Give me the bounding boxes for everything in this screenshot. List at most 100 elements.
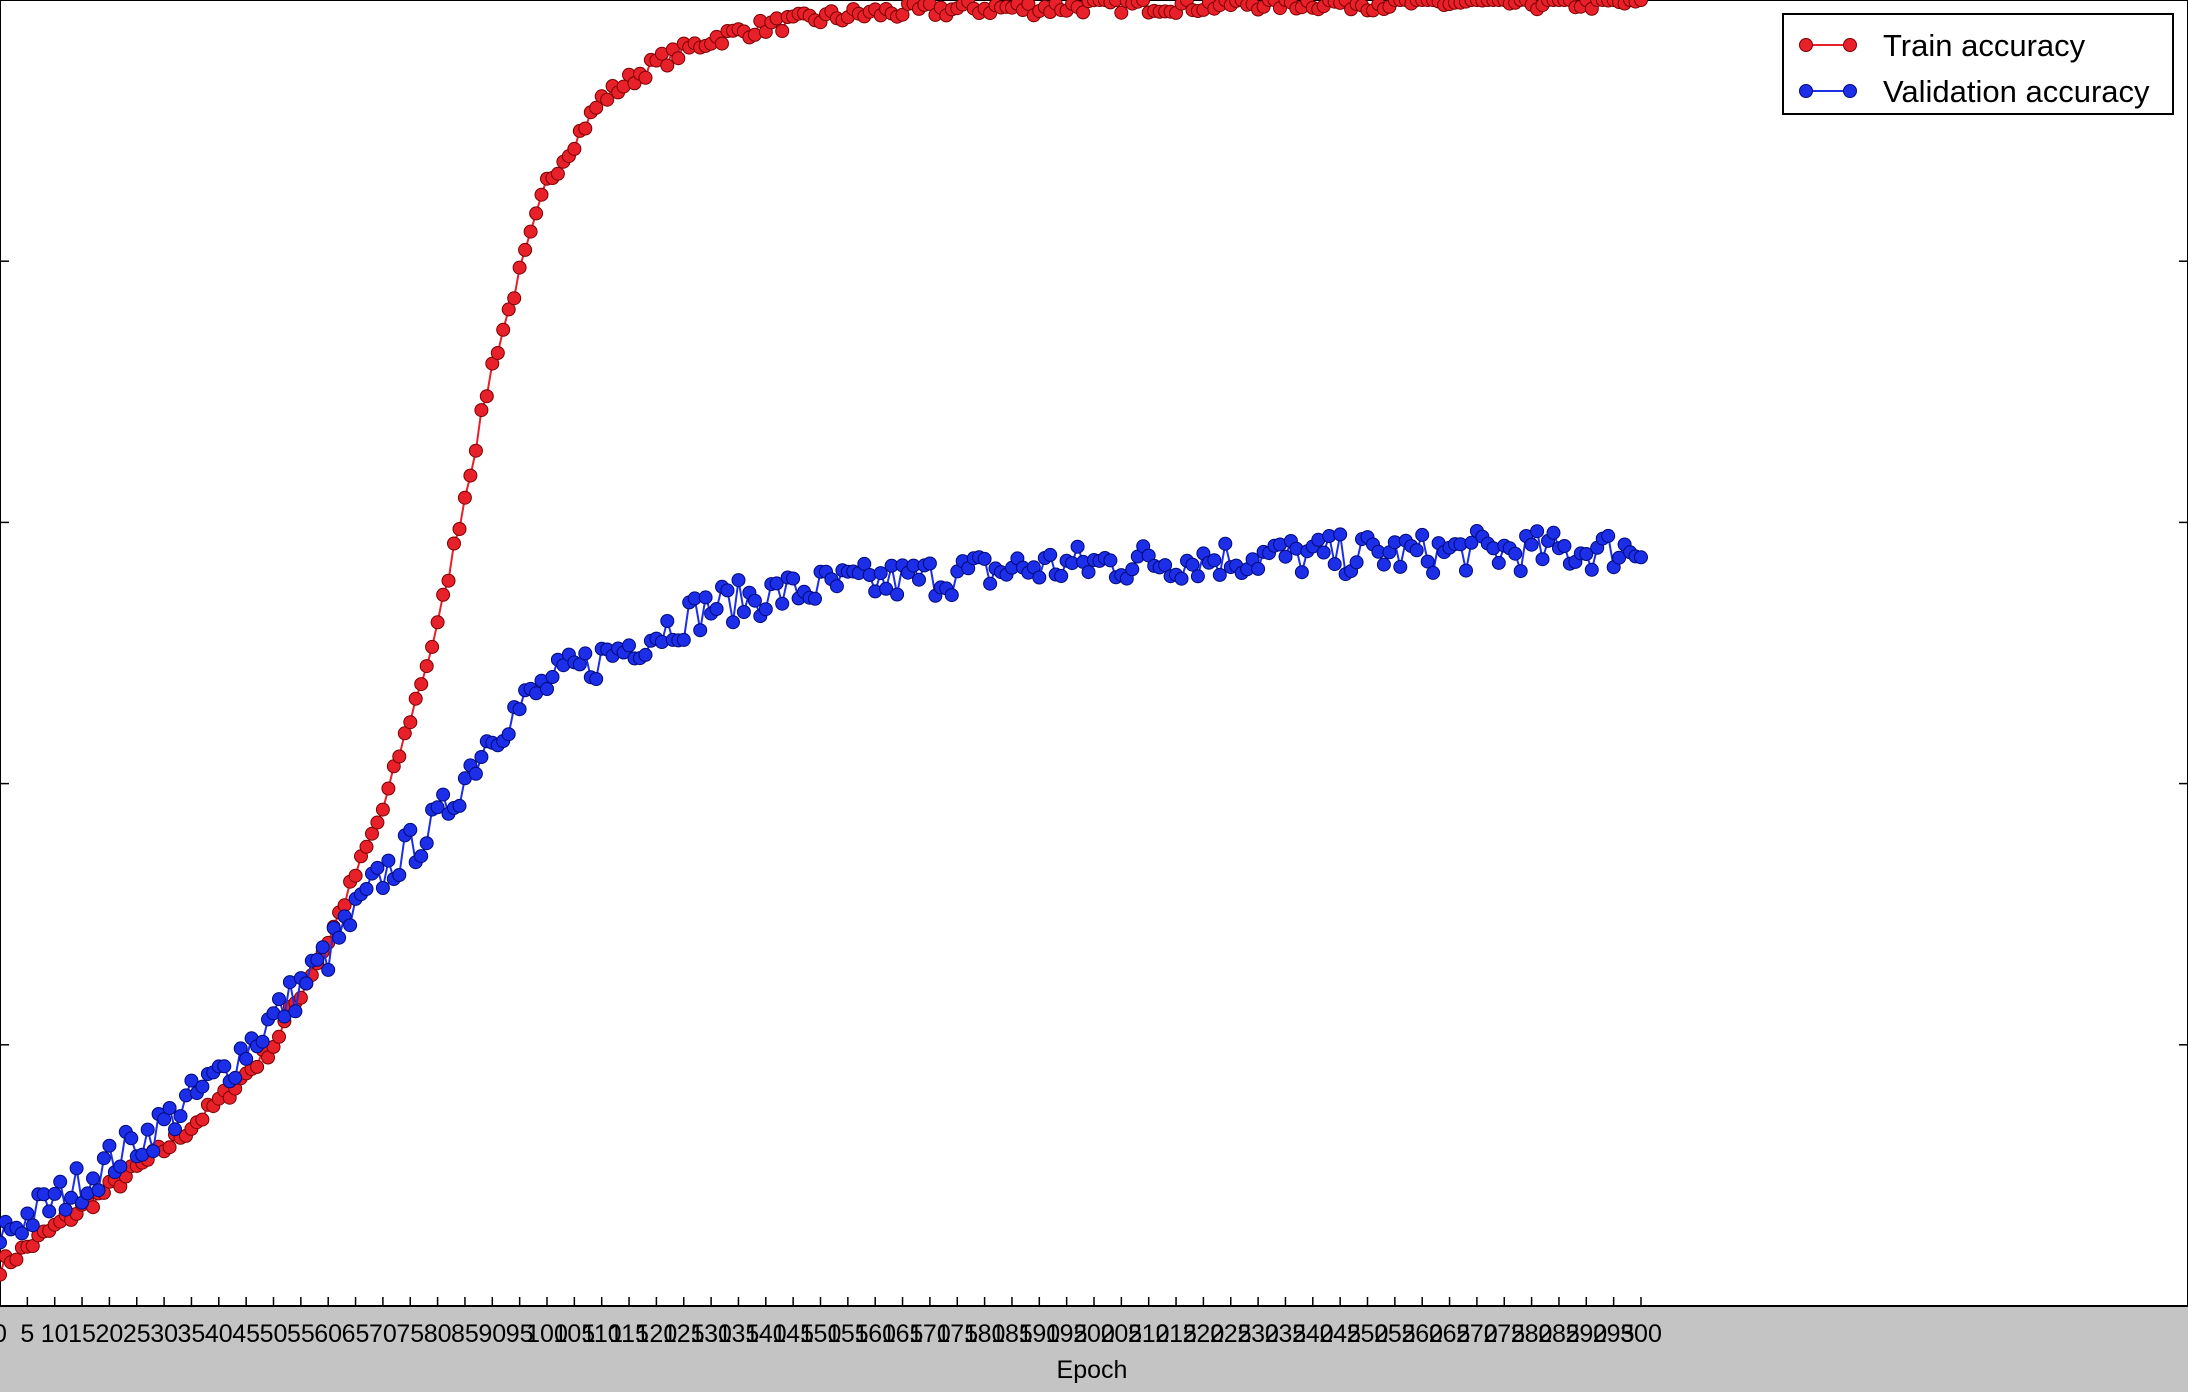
x-tick-label: 220 bbox=[1183, 1320, 1225, 1348]
x-tick-label: 85 bbox=[451, 1320, 479, 1348]
data-point bbox=[53, 1174, 68, 1189]
data-point bbox=[501, 727, 516, 742]
data-point bbox=[890, 587, 905, 602]
data-point bbox=[468, 443, 483, 458]
x-tick-label: 15 bbox=[68, 1320, 96, 1348]
data-point bbox=[1136, 0, 1151, 7]
data-point bbox=[1070, 539, 1085, 554]
data-point bbox=[1185, 557, 1200, 572]
x-tick-label: 25 bbox=[123, 1320, 151, 1348]
data-point bbox=[452, 522, 467, 536]
data-point bbox=[769, 576, 784, 591]
x-tick-label: 295 bbox=[1593, 1320, 1635, 1348]
x-tick-label: 40 bbox=[205, 1320, 233, 1348]
data-point bbox=[1464, 535, 1479, 550]
data-point bbox=[69, 1161, 84, 1176]
data-point bbox=[512, 702, 527, 717]
data-point bbox=[370, 815, 385, 830]
data-point bbox=[315, 940, 330, 955]
data-point bbox=[436, 587, 451, 602]
x-tick-label: 275 bbox=[1483, 1320, 1525, 1348]
x-tick-label: 180 bbox=[964, 1320, 1006, 1348]
data-point bbox=[403, 822, 418, 837]
data-point bbox=[195, 1079, 210, 1094]
data-point bbox=[436, 787, 451, 802]
data-point bbox=[321, 962, 336, 977]
x-tick-label: 35 bbox=[178, 1320, 206, 1348]
data-point bbox=[332, 930, 347, 945]
data-point bbox=[1459, 563, 1473, 578]
data-point bbox=[709, 602, 724, 616]
x-tick-label: 80 bbox=[424, 1320, 452, 1348]
x-tick-label: 230 bbox=[1237, 1320, 1279, 1348]
x-tick-label: 10 bbox=[41, 1320, 69, 1348]
data-point bbox=[124, 1131, 139, 1146]
data-point bbox=[468, 766, 483, 781]
x-tick-label: 225 bbox=[1210, 1320, 1252, 1348]
data-point bbox=[447, 536, 461, 551]
data-point bbox=[922, 556, 937, 571]
data-point bbox=[195, 1112, 210, 1127]
data-point bbox=[392, 868, 407, 882]
data-point bbox=[1612, 550, 1627, 565]
x-tick-label: 150 bbox=[800, 1320, 842, 1348]
data-point bbox=[1103, 553, 1118, 568]
data-point bbox=[775, 24, 790, 38]
data-point bbox=[786, 571, 801, 586]
x-tick-label: 5 bbox=[20, 1320, 34, 1348]
data-point bbox=[1349, 555, 1364, 570]
data-point bbox=[0, 1235, 7, 1250]
data-point bbox=[217, 1059, 232, 1074]
legend-train-label: Train accuracy bbox=[1883, 28, 2086, 63]
data-point bbox=[638, 70, 653, 85]
plot-area bbox=[0, 0, 2188, 1307]
x-axis-label: Epoch bbox=[1057, 1356, 1128, 1384]
x-tick-label: 185 bbox=[991, 1320, 1033, 1348]
data-point bbox=[731, 573, 746, 588]
x-tick-label: 95 bbox=[506, 1320, 534, 1348]
x-tick-label: 260 bbox=[1401, 1320, 1443, 1348]
data-point bbox=[1535, 552, 1550, 567]
data-point bbox=[1426, 565, 1441, 580]
data-point bbox=[567, 141, 582, 156]
data-point bbox=[693, 623, 708, 638]
x-tick-label: 190 bbox=[1018, 1320, 1060, 1348]
data-point bbox=[58, 1202, 73, 1217]
x-tick-label: 270 bbox=[1456, 1320, 1498, 1348]
data-point bbox=[622, 638, 636, 653]
data-point bbox=[162, 1101, 177, 1115]
x-tick-label: 100 bbox=[526, 1320, 568, 1348]
data-point bbox=[9, 1252, 24, 1267]
data-point bbox=[600, 92, 615, 107]
data-point bbox=[983, 576, 998, 591]
x-tick-label: 115 bbox=[609, 1320, 649, 1348]
data-point bbox=[747, 593, 762, 608]
x-tick-label: 130 bbox=[690, 1320, 732, 1348]
x-tick-label: 70 bbox=[369, 1320, 397, 1348]
data-point bbox=[1218, 536, 1233, 551]
data-point bbox=[1125, 562, 1140, 577]
data-point bbox=[1021, 0, 1036, 11]
x-tick-label: 50 bbox=[260, 1320, 288, 1348]
x-tick-label: 20 bbox=[95, 1320, 123, 1348]
data-point bbox=[140, 1122, 155, 1137]
data-point bbox=[671, 51, 686, 66]
x-axis-ticks: 0510152025303540455055606570758085909510… bbox=[0, 1297, 1662, 1348]
x-tick-label: 255 bbox=[1374, 1320, 1416, 1348]
x-tick-label: 175 bbox=[936, 1320, 978, 1348]
data-point bbox=[1376, 557, 1391, 572]
data-point bbox=[365, 826, 379, 841]
series-layer bbox=[0, 0, 1648, 1282]
data-point bbox=[408, 691, 423, 706]
data-point bbox=[1546, 525, 1561, 540]
data-point bbox=[42, 1204, 57, 1219]
data-point bbox=[490, 346, 505, 360]
data-point bbox=[572, 657, 587, 672]
data-point bbox=[239, 1051, 254, 1066]
data-point bbox=[430, 615, 445, 630]
legend: Train accuracy Validation accuracy bbox=[1782, 13, 2174, 115]
x-tick-label: 65 bbox=[342, 1320, 370, 1348]
data-point bbox=[1513, 564, 1528, 579]
x-tick-label: 120 bbox=[636, 1320, 678, 1348]
x-tick-label: 285 bbox=[1538, 1320, 1580, 1348]
